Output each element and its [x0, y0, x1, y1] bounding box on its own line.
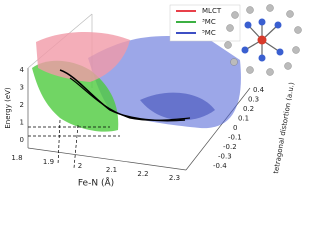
projection-lines — [28, 119, 120, 169]
distortion-tick-label: 0.1 — [238, 115, 249, 123]
energy-tick-label: 3 — [20, 84, 24, 92]
distortion-tick-label: 0 — [233, 124, 237, 132]
fe-n-tick-label: 2 — [78, 162, 82, 170]
energy-tick-label: 0 — [20, 136, 24, 144]
fe-n-tick-label: 1.8 — [11, 154, 22, 162]
distortion-tick-label: -0.2 — [223, 143, 237, 151]
energy-tick-label: 2 — [20, 101, 24, 109]
molecule — [224, 4, 302, 76]
mlct-surface — [36, 31, 130, 82]
fe-n-tick-label: 2.1 — [106, 166, 117, 174]
distortion-tick-label: 0.3 — [248, 96, 259, 104]
fe-n-tick-label: 2.2 — [137, 170, 148, 178]
fe-n-axis-label: Fe-N (Å) — [78, 177, 114, 189]
energy-axis-label: Energy (eV) — [4, 87, 12, 129]
distortion-tick-label: -0.3 — [218, 153, 232, 161]
distortion-tick-label: 0.4 — [253, 86, 265, 94]
energy-tick-label: 1 — [20, 119, 24, 127]
legend-label: MLCT — [202, 7, 222, 15]
distortion-tick-label: -0.1 — [228, 134, 242, 142]
distortion-axis-label: tetragonal distortion (a.u.) — [272, 81, 296, 174]
distortion-tick-label: -0.4 — [213, 162, 227, 170]
fe-n-tick-label: 1.9 — [43, 158, 54, 166]
trajectory — [69, 77, 191, 121]
quintet-well — [140, 92, 215, 121]
fe-n-tick-label: 2.3 — [169, 174, 180, 182]
distortion-tick-label: 0.2 — [243, 105, 254, 113]
legend-label: ³MC — [202, 18, 216, 26]
energy-tick-label: 4 — [20, 66, 25, 74]
legend-label: ⁵MC — [202, 29, 216, 37]
figure: MLCT ³MC ⁵MC 4 3 2 1 0 Energy (eV) 1.8 1.9 2 2.1 2.2 2… — [4, 4, 302, 189]
